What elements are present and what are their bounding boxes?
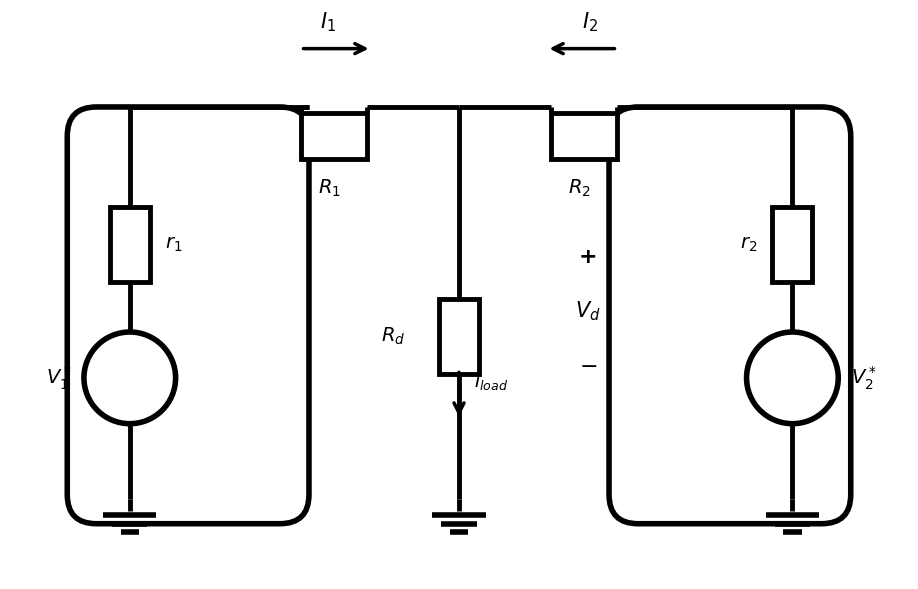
Text: $I_2$: $I_2$ xyxy=(582,10,599,34)
Bar xyxy=(300,113,367,159)
Text: $I_1$: $I_1$ xyxy=(319,10,336,34)
Text: $r_2$: $r_2$ xyxy=(740,235,757,254)
Text: $V_d$: $V_d$ xyxy=(576,299,601,323)
Circle shape xyxy=(746,332,838,423)
Text: $-$: $-$ xyxy=(579,355,598,375)
Text: $r_1$: $r_1$ xyxy=(164,235,182,254)
Text: $V_1^*$: $V_1^*$ xyxy=(46,364,72,392)
Text: $I_{load}$: $I_{load}$ xyxy=(474,372,509,392)
Bar xyxy=(551,113,618,159)
Text: $V_2^*$: $V_2^*$ xyxy=(851,364,877,392)
FancyBboxPatch shape xyxy=(67,107,309,524)
Text: +: + xyxy=(579,247,598,267)
Text: $R_d$: $R_d$ xyxy=(381,326,405,347)
Bar xyxy=(772,207,812,282)
Bar xyxy=(439,299,479,373)
Circle shape xyxy=(84,332,175,423)
Text: $R_1$: $R_1$ xyxy=(319,177,341,198)
Bar xyxy=(110,207,150,282)
Text: $R_2$: $R_2$ xyxy=(568,177,591,198)
FancyBboxPatch shape xyxy=(609,107,851,524)
